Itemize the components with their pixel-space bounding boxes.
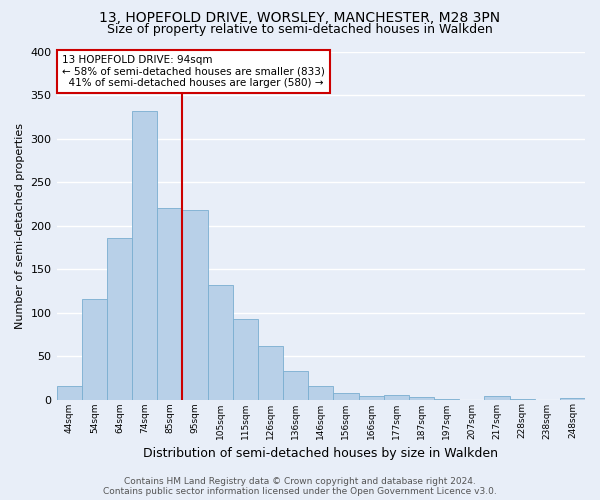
Bar	[157, 208, 182, 400]
Text: 13 HOPEFOLD DRIVE: 94sqm
← 58% of semi-detached houses are smaller (833)
  41% o: 13 HOPEFOLD DRIVE: 94sqm ← 58% of semi-d…	[62, 55, 325, 88]
X-axis label: Distribution of semi-detached houses by size in Walkden: Distribution of semi-detached houses by …	[143, 447, 498, 460]
Text: Size of property relative to semi-detached houses in Walkden: Size of property relative to semi-detach…	[107, 22, 493, 36]
Y-axis label: Number of semi-detached properties: Number of semi-detached properties	[15, 122, 25, 328]
Bar	[56, 386, 82, 400]
Bar	[132, 110, 157, 400]
Bar	[383, 395, 409, 400]
Bar	[208, 284, 233, 400]
Bar	[308, 386, 334, 400]
Text: 13, HOPEFOLD DRIVE, WORSLEY, MANCHESTER, M28 3PN: 13, HOPEFOLD DRIVE, WORSLEY, MANCHESTER,…	[100, 12, 500, 26]
Bar	[359, 396, 383, 400]
Bar	[409, 397, 434, 400]
Bar	[434, 398, 459, 400]
Bar	[560, 398, 585, 400]
Bar	[334, 392, 359, 400]
Bar	[283, 371, 308, 400]
Bar	[509, 398, 535, 400]
Bar	[107, 238, 132, 400]
Bar	[258, 346, 283, 400]
Bar	[484, 396, 509, 400]
Bar	[233, 318, 258, 400]
Bar	[82, 300, 107, 400]
Bar	[182, 210, 208, 400]
Text: Contains HM Land Registry data © Crown copyright and database right 2024.
Contai: Contains HM Land Registry data © Crown c…	[103, 476, 497, 496]
